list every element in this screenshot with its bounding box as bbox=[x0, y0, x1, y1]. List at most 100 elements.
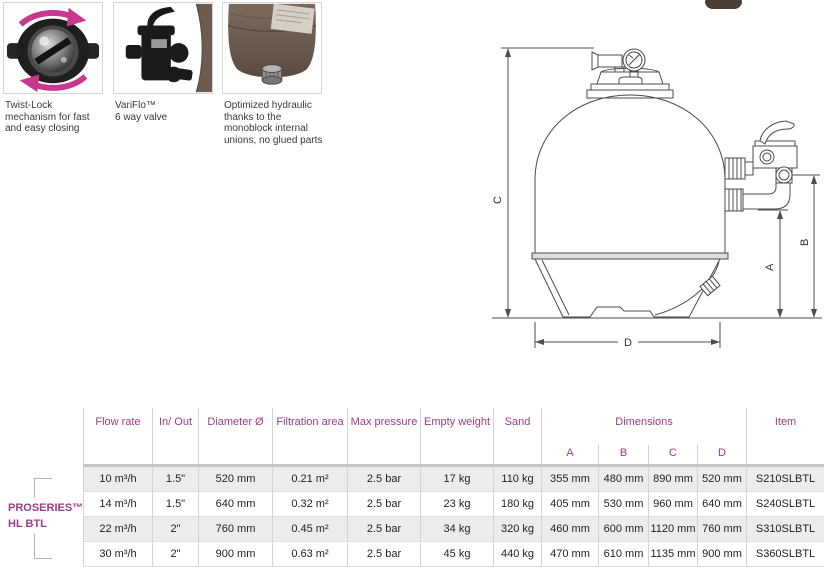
caption-line: monoblock internal bbox=[224, 123, 308, 134]
header-max-pressure: Max pressure bbox=[347, 408, 421, 465]
twist-lock-caption: Twist-Lock mechanism for fast and easy c… bbox=[5, 100, 103, 135]
cell-pressure: 2.5 bar bbox=[347, 465, 421, 491]
table-row: 10 m³/h 1.5" 520 mm 0.21 m² 2.5 bar 17 k… bbox=[83, 465, 824, 491]
header-dimensions: Dimensions bbox=[541, 408, 748, 445]
header-diameter: Diameter Ø bbox=[198, 408, 273, 465]
filter-line-drawing: C A B D bbox=[492, 47, 822, 349]
cell-sand: 440 kg bbox=[493, 540, 542, 567]
cell-flow: 10 m³/h bbox=[83, 465, 153, 491]
cell-inout: 1.5" bbox=[152, 490, 199, 516]
cell-item: S240SLBTL bbox=[746, 490, 824, 516]
cell-dim-c: 960 mm bbox=[648, 490, 698, 516]
dimension-diagram: C A B D bbox=[488, 34, 824, 354]
monoblock-caption: Optimized hydraulic thanks to the monobl… bbox=[224, 100, 328, 146]
series-name: PROSERIES™ HL BTL bbox=[8, 498, 88, 534]
cell-dim-d: 760 mm bbox=[697, 515, 748, 541]
table-row: 22 m³/h 2" 760 mm 0.45 m² 2.5 bar 34 kg … bbox=[83, 515, 824, 541]
header-flow-rate: Flow rate bbox=[83, 408, 153, 465]
cell-dim-d: 640 mm bbox=[697, 490, 748, 516]
cell-dim-b: 530 mm bbox=[598, 490, 649, 516]
cell-flow: 30 m³/h bbox=[83, 540, 153, 567]
twist-lock-photo-tile bbox=[3, 2, 103, 94]
cell-filtration: 0.45 m² bbox=[272, 515, 348, 541]
header-dim-b: B bbox=[598, 445, 649, 465]
cell-diameter: 900 mm bbox=[198, 540, 273, 567]
cell-sand: 110 kg bbox=[493, 465, 542, 491]
monoblock-photo-tile bbox=[222, 2, 322, 94]
cell-item: S210SLBTL bbox=[746, 465, 824, 491]
table-row: 30 m³/h 2" 900 mm 0.63 m² 2.5 bar 45 kg … bbox=[83, 540, 824, 567]
header-in-out: In/ Out bbox=[152, 408, 199, 465]
dim-label-a: A bbox=[764, 263, 776, 271]
spec-table-header: Flow rate In/ Out Diameter Ø Filtration … bbox=[83, 408, 824, 465]
dim-label-d: D bbox=[624, 337, 632, 349]
cell-diameter: 520 mm bbox=[198, 465, 273, 491]
tank-label bbox=[270, 3, 315, 34]
caption-line: unions, no glued parts bbox=[224, 134, 323, 146]
caption-line: and easy closing bbox=[5, 123, 80, 134]
variflo-caption: VariFlo™ 6 way valve bbox=[115, 100, 213, 123]
cell-filtration: 0.21 m² bbox=[272, 465, 348, 491]
header-item: Item bbox=[746, 408, 824, 465]
twist-lock-lid-photo bbox=[6, 7, 100, 93]
spec-table: Flow rate In/ Out Diameter Ø Filtration … bbox=[83, 408, 824, 567]
cell-dim-b: 600 mm bbox=[598, 515, 649, 541]
table-row: 14 m³/h 1.5" 640 mm 0.32 m² 2.5 bar 23 k… bbox=[83, 490, 824, 516]
cell-dim-d: 900 mm bbox=[697, 540, 748, 567]
dim-label-b: B bbox=[799, 239, 811, 246]
cell-weight: 17 kg bbox=[420, 465, 494, 491]
caption-line: thanks to the bbox=[224, 111, 282, 123]
drain-plug bbox=[261, 64, 283, 85]
cell-dim-c: 1135 mm bbox=[648, 540, 698, 567]
cell-pressure: 2.5 bar bbox=[347, 540, 421, 567]
cell-pressure: 2.5 bar bbox=[347, 490, 421, 516]
cell-diameter: 760 mm bbox=[198, 515, 273, 541]
cell-flow: 14 m³/h bbox=[83, 490, 153, 516]
header-dim-a: A bbox=[541, 445, 599, 465]
cell-weight: 45 kg bbox=[420, 540, 494, 567]
cell-dim-c: 1120 mm bbox=[648, 515, 698, 541]
cell-item: S360SLBTL bbox=[746, 540, 824, 567]
caption-line: VariFlo™ bbox=[115, 100, 156, 111]
caption-line: mechanism for fast bbox=[5, 111, 90, 123]
cell-weight: 34 kg bbox=[420, 515, 494, 541]
cell-flow: 22 m³/h bbox=[83, 515, 153, 541]
variflo-valve-photo bbox=[125, 3, 212, 93]
rotate-clockwise-arrow-icon bbox=[18, 7, 87, 27]
cell-filtration: 0.63 m² bbox=[272, 540, 348, 567]
cell-weight: 23 kg bbox=[420, 490, 494, 516]
cell-dim-a: 405 mm bbox=[541, 490, 599, 516]
cropped-photo-fragment bbox=[705, 0, 742, 9]
cell-dim-a: 470 mm bbox=[541, 540, 599, 567]
cell-dim-c: 890 mm bbox=[648, 465, 698, 491]
cell-sand: 320 kg bbox=[493, 515, 542, 541]
cell-dim-d: 520 mm bbox=[697, 465, 748, 491]
variflo-photo-tile bbox=[113, 2, 213, 94]
cell-inout: 2" bbox=[152, 540, 199, 567]
cell-inout: 1.5" bbox=[152, 465, 199, 491]
cell-pressure: 2.5 bar bbox=[347, 515, 421, 541]
cell-inout: 2" bbox=[152, 515, 199, 541]
header-filtration-area: Filtration area bbox=[272, 408, 348, 465]
cell-dim-a: 460 mm bbox=[541, 515, 599, 541]
header-sand: Sand bbox=[493, 408, 542, 465]
header-dim-c: C bbox=[648, 445, 698, 465]
base-drain-plug bbox=[699, 275, 721, 297]
header-empty-weight: Empty weight bbox=[420, 408, 494, 465]
dim-label-c: C bbox=[492, 196, 504, 204]
cell-dim-a: 355 mm bbox=[541, 465, 599, 491]
caption-line: 6 way valve bbox=[115, 111, 168, 123]
series-name-line1: PROSERIES™ bbox=[8, 502, 84, 514]
cell-sand: 180 kg bbox=[493, 490, 542, 516]
cell-dim-b: 480 mm bbox=[598, 465, 649, 491]
cell-filtration: 0.32 m² bbox=[272, 490, 348, 516]
series-name-line2: HL BTL bbox=[8, 518, 47, 530]
cell-dim-b: 610 mm bbox=[598, 540, 649, 567]
cell-item: S310SLBTL bbox=[746, 515, 824, 541]
caption-line: Twist-Lock bbox=[5, 100, 53, 111]
header-dim-d: D bbox=[697, 445, 748, 465]
monoblock-union-photo bbox=[227, 3, 317, 85]
cell-diameter: 640 mm bbox=[198, 490, 273, 516]
caption-line: Optimized hydraulic bbox=[224, 100, 312, 111]
